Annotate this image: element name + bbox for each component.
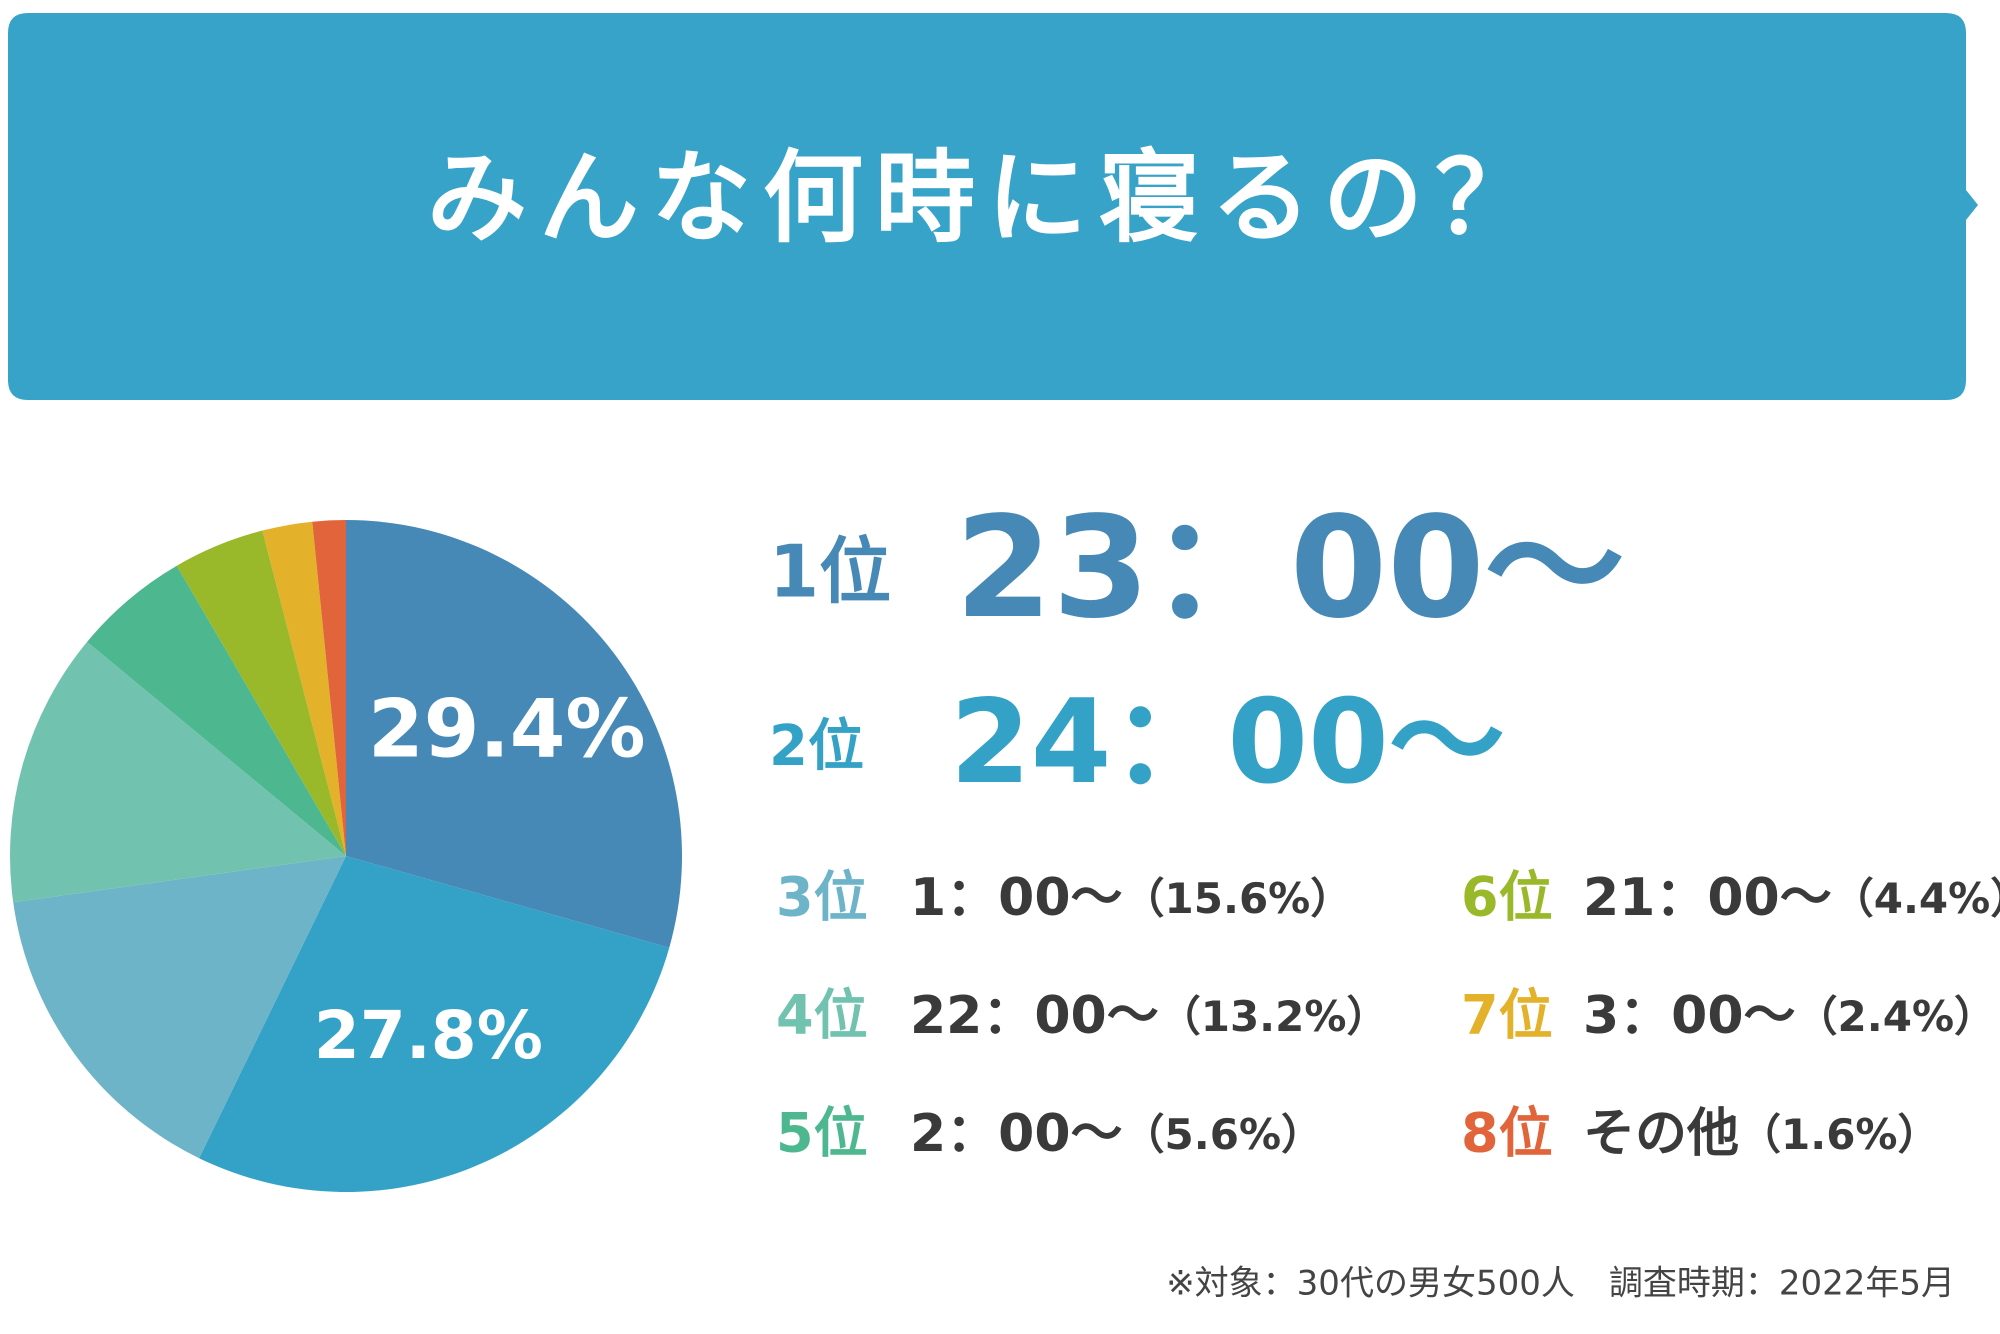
item-label: 1：00〜（15.6%） <box>910 868 1352 928</box>
rank-label: 8位 <box>1461 1102 1553 1165</box>
category-label: 23：00〜 <box>955 487 1625 650</box>
value-label: （1.6%） <box>1739 1110 1940 1159</box>
rank-label: 6位 <box>1461 866 1553 929</box>
pie-slice <box>13 856 347 1159</box>
note: ※対象：30代の男女500人 調査時期：2022年5月 <box>1166 1264 1955 1304</box>
item-label: 3：00〜（2.4%） <box>1583 986 1996 1046</box>
pie-slice <box>9 641 346 903</box>
slice-label: 29.4% <box>368 682 646 775</box>
item-label: 2：00〜（5.6%） <box>910 1104 1323 1164</box>
pie-slice <box>346 520 682 948</box>
category-label: 3：00〜 <box>1583 986 1796 1046</box>
category-label: 24：00〜 <box>950 675 1505 810</box>
pie-slice <box>312 520 346 856</box>
pie-slice <box>176 530 346 856</box>
category-label: その他 <box>1583 1104 1739 1164</box>
value-label: （4.4%） <box>1832 874 2000 923</box>
value-label: （5.6%） <box>1123 1110 1324 1159</box>
category-label: 22：00〜 <box>910 986 1159 1046</box>
category-label: 2：00〜 <box>910 1104 1123 1164</box>
rank-label: 3位 <box>776 866 868 929</box>
item-label: 22：00〜（13.2%） <box>910 986 1388 1046</box>
pie-slice <box>87 565 347 856</box>
value-label: （13.2%） <box>1159 992 1389 1041</box>
rank-label: 4位 <box>776 984 868 1047</box>
category-label: 1：00〜 <box>910 868 1123 928</box>
title-banner <box>8 13 1978 400</box>
rank-label: 5位 <box>776 1102 868 1165</box>
pie-slice <box>199 856 670 1193</box>
category-label: 21：00〜 <box>1583 868 1832 928</box>
value-label: （2.4%） <box>1796 992 1997 1041</box>
rank-label: 7位 <box>1461 984 1553 1047</box>
rank-label: 2位 <box>769 714 864 779</box>
slice-label: 27.8% <box>314 997 543 1074</box>
item-label: その他（1.6%） <box>1583 1104 1940 1164</box>
item-label: 21：00〜（4.4%） <box>1583 868 2000 928</box>
chart-title: みんな何時に寝るの？ <box>427 139 1547 256</box>
item-label: 24：00〜 <box>950 675 1505 810</box>
item-label: 23：00〜 <box>955 487 1625 650</box>
value-label: （15.6%） <box>1123 874 1353 923</box>
rank-label: 1位 <box>769 530 891 614</box>
pie-slice <box>262 521 346 856</box>
